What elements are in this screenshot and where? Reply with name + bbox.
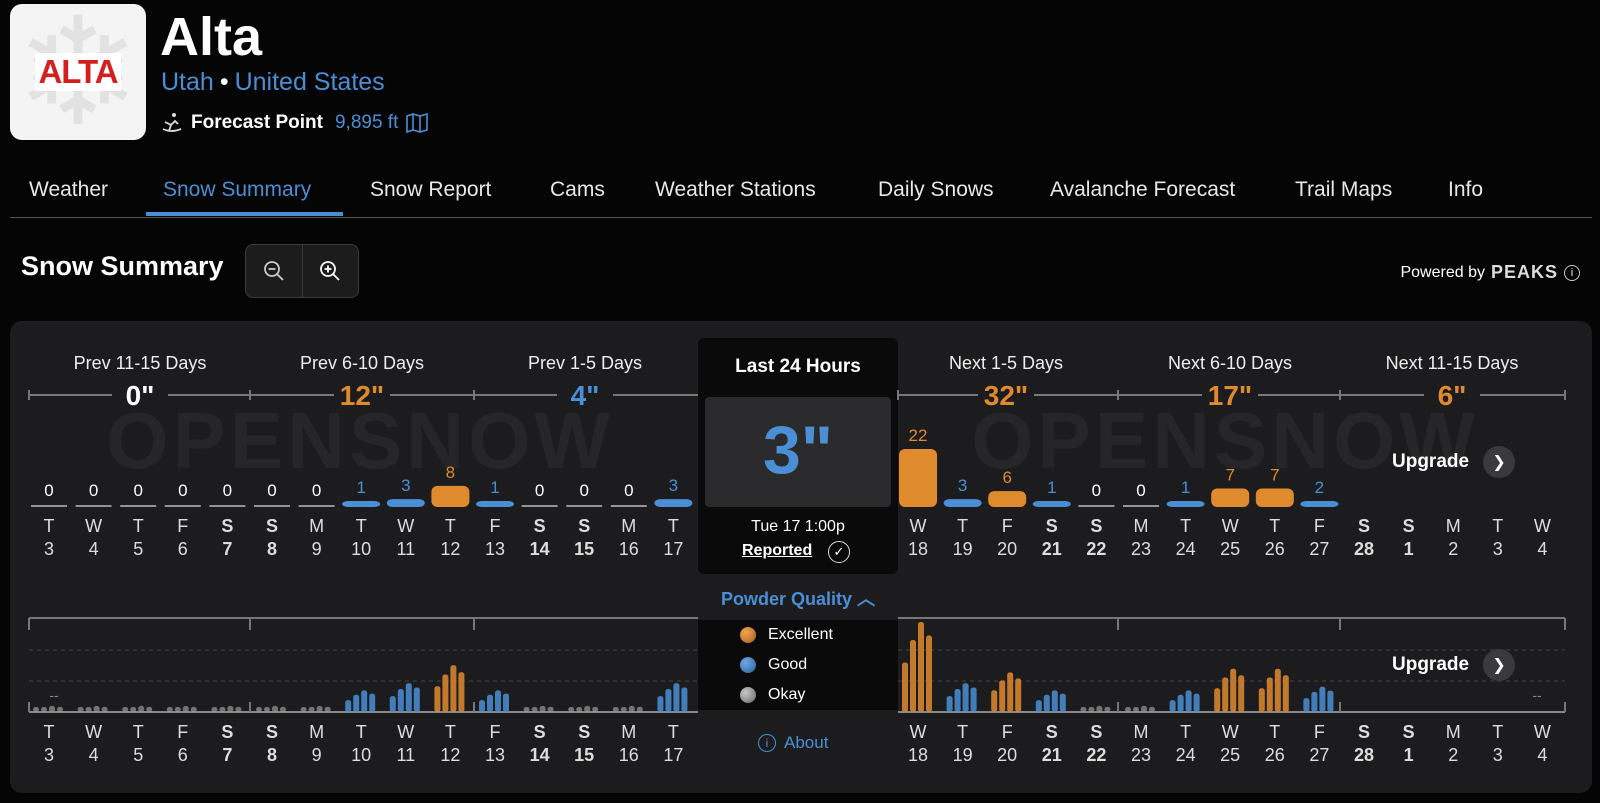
map-icon[interactable]	[406, 113, 429, 133]
check-icon: ✓	[828, 541, 850, 563]
tab-cams[interactable]: Cams	[550, 178, 605, 201]
skier-icon	[162, 113, 182, 132]
chevron-right-icon: ❯	[1483, 649, 1516, 681]
powder-legend-box	[698, 620, 898, 710]
about-link[interactable]: i About	[758, 733, 828, 753]
last-24-title: Last 24 Hours	[735, 356, 861, 377]
country-link[interactable]: United States	[234, 68, 385, 96]
region-link[interactable]: Utah	[161, 68, 214, 96]
legend-okay-label: Okay	[768, 686, 806, 703]
forecast-point: Forecast Point 9,895 ft	[161, 112, 429, 134]
last-24-value: 3"	[762, 412, 834, 488]
zoom-in-button[interactable]	[301, 245, 359, 297]
upgrade-button-top[interactable]: Upgrade ❯	[1392, 446, 1516, 478]
upgrade-label: Upgrade	[1392, 451, 1470, 472]
zoom-controls	[245, 244, 359, 298]
tab-snow-report[interactable]: Snow Report	[370, 178, 492, 201]
legend-excellent-label: Excellent	[768, 626, 833, 643]
location: Utah • United States	[161, 68, 385, 97]
active-tab-indicator	[146, 212, 343, 216]
powered-by-label: Powered by	[1400, 263, 1485, 281]
resort-name: Alta	[160, 7, 263, 67]
tab-info[interactable]: Info	[1448, 178, 1484, 201]
legend-good: Good	[740, 656, 807, 674]
separator-dot: •	[219, 68, 229, 96]
section-title: Snow Summary	[21, 251, 224, 281]
zoom-out-button[interactable]	[246, 245, 302, 297]
tab-daily-snows[interactable]: Daily Snows	[878, 178, 994, 201]
good-dot	[740, 657, 756, 673]
reported-link[interactable]: Reported	[742, 542, 813, 559]
tab-snow-summary[interactable]: Snow Summary	[163, 178, 312, 201]
legend-okay: Okay	[740, 686, 805, 704]
legend-good-label: Good	[768, 656, 808, 673]
legend-excellent: Excellent	[740, 626, 833, 644]
tab-avalanche-forecast[interactable]: Avalanche Forecast	[1050, 178, 1236, 201]
resort-logo: ❄ ALTA	[10, 4, 146, 140]
about-label: About	[784, 733, 829, 752]
zoom-in-icon	[320, 261, 340, 281]
chevron-up-icon: ︿	[857, 589, 876, 609]
logo-text: ALTA	[35, 53, 121, 91]
elevation-link[interactable]: 9,895 ft	[334, 112, 399, 133]
zoom-out-icon	[263, 261, 284, 281]
info-icon[interactable]: i	[1564, 264, 1580, 281]
excellent-dot	[740, 627, 756, 643]
tab-weather-stations[interactable]: Weather Stations	[655, 178, 816, 201]
last-24-datetime: Tue 17 1:00p	[751, 518, 845, 535]
tab-weather[interactable]: Weather	[29, 178, 108, 201]
info-circle-icon: i	[758, 734, 776, 752]
nav-tabs: Weather Snow Summary Snow Report Cams We…	[10, 170, 1592, 218]
peaks-brand: PEAKS	[1490, 262, 1558, 282]
powder-quality-toggle[interactable]: Powder Quality ︿	[698, 585, 898, 611]
powered-by: Powered by PEAKS i	[1400, 262, 1580, 283]
forecast-point-label: Forecast Point	[191, 112, 323, 133]
upgrade-button-bottom[interactable]: Upgrade ❯	[1392, 649, 1516, 681]
upgrade-label: Upgrade	[1392, 654, 1470, 675]
okay-dot	[740, 687, 756, 703]
chevron-right-icon: ❯	[1483, 446, 1516, 478]
tab-trail-maps[interactable]: Trail Maps	[1295, 178, 1393, 201]
last-24-value-box	[705, 397, 891, 507]
powder-quality-label: Powder Quality	[720, 589, 852, 609]
